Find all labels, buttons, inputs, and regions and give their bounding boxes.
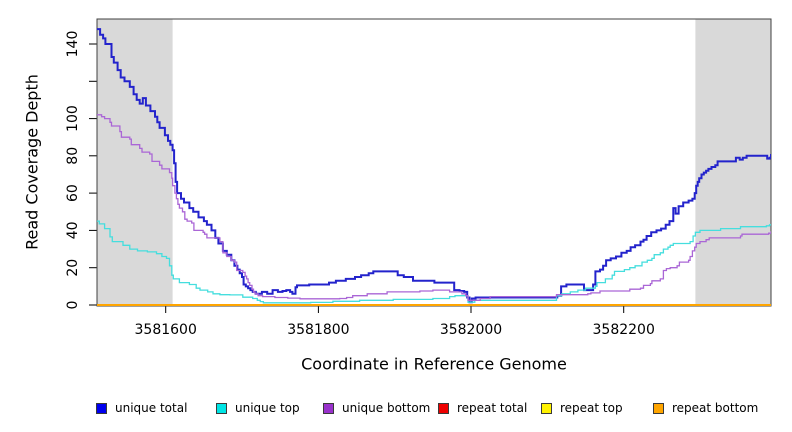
x-axis-title: Coordinate in Reference Genome bbox=[301, 354, 567, 374]
plot-box bbox=[96, 18, 772, 307]
series-line-unique-top bbox=[97, 220, 771, 304]
x-tick-label: 3581800 bbox=[287, 322, 349, 338]
y-tick-label: 100 bbox=[65, 105, 81, 132]
y-tick-label: 20 bbox=[65, 259, 81, 277]
y-axis-title: Read Coverage Depth bbox=[22, 74, 42, 250]
legend: unique total unique top unique bottom repea… bbox=[0, 398, 792, 420]
legend-label: unique top bbox=[235, 401, 300, 415]
x-tick-label: 3581600 bbox=[135, 322, 197, 338]
legend-swatch-icon bbox=[96, 402, 107, 414]
legend-label: unique bottom bbox=[342, 401, 431, 415]
legend-label: repeat total bbox=[457, 401, 528, 415]
legend-item-unique-top: unique top bbox=[216, 398, 300, 418]
y-tick-label: 0 bbox=[65, 301, 81, 310]
legend-label: repeat bottom bbox=[672, 401, 759, 415]
series-line-unique-bottom bbox=[97, 114, 771, 301]
legend-label: unique total bbox=[115, 401, 188, 415]
legend-item-repeat-top: repeat top bbox=[541, 398, 623, 418]
legend-item-repeat-bottom: repeat bottom bbox=[653, 398, 758, 418]
legend-swatch-icon bbox=[323, 402, 334, 414]
legend-label: repeat top bbox=[560, 401, 623, 415]
x-tick-label: 3582000 bbox=[440, 322, 502, 338]
legend-swatch-icon bbox=[653, 402, 664, 414]
series-line-unique-total bbox=[97, 28, 771, 304]
legend-swatch-icon bbox=[216, 402, 227, 414]
y-tick-label: 80 bbox=[65, 147, 81, 165]
x-tick-label: 3582200 bbox=[593, 322, 655, 338]
y-tick-label: 60 bbox=[65, 184, 81, 202]
legend-item-repeat-total: repeat total bbox=[438, 398, 527, 418]
legend-swatch-icon bbox=[438, 402, 449, 414]
y-tick-label: 140 bbox=[65, 31, 81, 58]
legend-swatch-icon bbox=[541, 402, 552, 414]
legend-item-unique-bottom: unique bottom bbox=[323, 398, 430, 418]
shaded-region bbox=[97, 19, 173, 305]
legend-item-unique-total: unique total bbox=[96, 398, 187, 418]
y-tick-label: 40 bbox=[65, 221, 81, 239]
